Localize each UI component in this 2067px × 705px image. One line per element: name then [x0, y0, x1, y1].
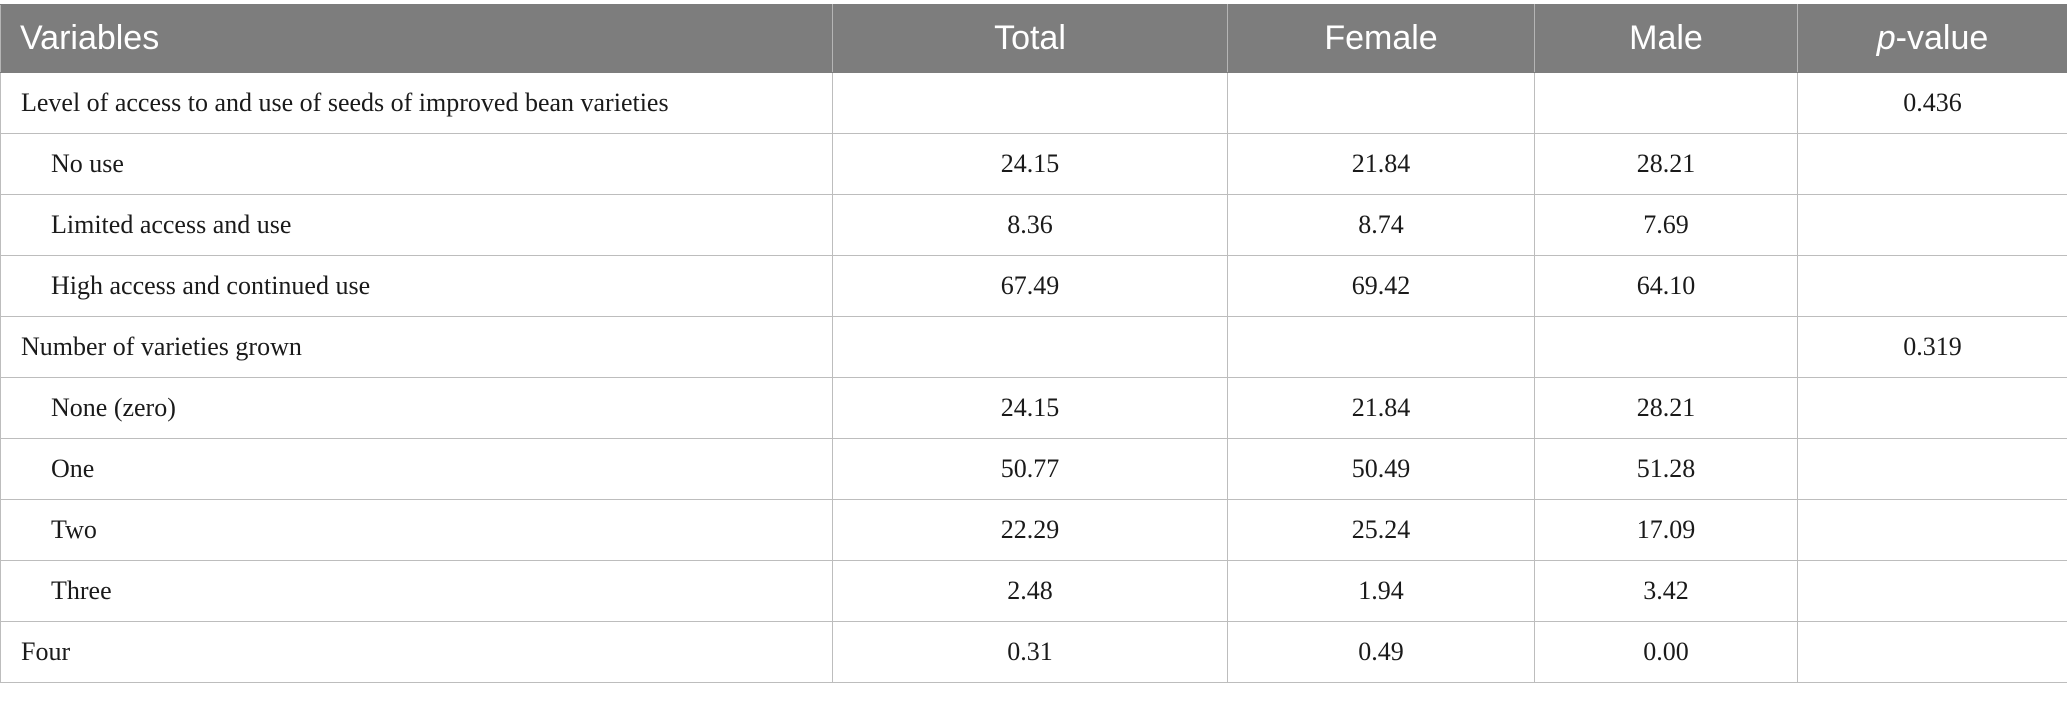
header-total: Total [832, 4, 1228, 73]
data-table-container: Variables Total Female Male p-value Leve… [0, 4, 2067, 683]
cell-p-value [1797, 194, 2067, 256]
header-male: Male [1534, 4, 1798, 73]
row-label: Four [0, 621, 833, 683]
cell-p-value: 0.319 [1797, 316, 2067, 378]
cell-male [1534, 316, 1798, 378]
row-label: Limited access and use [0, 194, 833, 256]
table-row: Level of access to and use of seeds of i… [0, 72, 2067, 134]
row-label: Level of access to and use of seeds of i… [0, 72, 833, 134]
cell-male: 7.69 [1534, 194, 1798, 256]
cell-total: 22.29 [832, 499, 1228, 561]
table-row: Limited access and use 8.36 8.74 7.69 [0, 194, 2067, 256]
cell-female [1227, 72, 1535, 134]
cell-p-value [1797, 377, 2067, 439]
cell-total: 8.36 [832, 194, 1228, 256]
row-label: Two [0, 499, 833, 561]
header-p-value: p-value [1797, 4, 2067, 73]
row-label: Number of varieties grown [0, 316, 833, 378]
table-row: None (zero) 24.15 21.84 28.21 [0, 377, 2067, 439]
table-header: Variables Total Female Male p-value [0, 4, 2067, 73]
cell-p-value [1797, 621, 2067, 683]
cell-female: 21.84 [1227, 133, 1535, 195]
cell-female [1227, 316, 1535, 378]
table-row: One 50.77 50.49 51.28 [0, 438, 2067, 500]
row-label: Three [0, 560, 833, 622]
cell-total: 0.31 [832, 621, 1228, 683]
cell-female: 0.49 [1227, 621, 1535, 683]
cell-female: 69.42 [1227, 255, 1535, 317]
header-p-suffix: -value [1895, 19, 1989, 57]
cell-total: 50.77 [832, 438, 1228, 500]
header-variables: Variables [0, 4, 833, 73]
cell-male: 51.28 [1534, 438, 1798, 500]
data-table: Variables Total Female Male p-value Leve… [0, 4, 2067, 683]
cell-female: 50.49 [1227, 438, 1535, 500]
row-label: One [0, 438, 833, 500]
cell-male [1534, 72, 1798, 134]
cell-p-value [1797, 133, 2067, 195]
cell-female: 8.74 [1227, 194, 1535, 256]
cell-female: 25.24 [1227, 499, 1535, 561]
header-p-italic: p [1876, 19, 1896, 57]
cell-total [832, 72, 1228, 134]
table-body: Level of access to and use of seeds of i… [0, 72, 2067, 683]
cell-total: 24.15 [832, 133, 1228, 195]
table-row: Three 2.48 1.94 3.42 [0, 560, 2067, 622]
cell-total: 24.15 [832, 377, 1228, 439]
cell-male: 0.00 [1534, 621, 1798, 683]
row-label: No use [0, 133, 833, 195]
cell-male: 28.21 [1534, 377, 1798, 439]
table-row: High access and continued use 67.49 69.4… [0, 255, 2067, 317]
cell-male: 17.09 [1534, 499, 1798, 561]
table-row: Number of varieties grown 0.319 [0, 316, 2067, 378]
cell-male: 28.21 [1534, 133, 1798, 195]
header-row: Variables Total Female Male p-value [0, 4, 2067, 73]
cell-female: 21.84 [1227, 377, 1535, 439]
header-female: Female [1227, 4, 1535, 73]
cell-total: 2.48 [832, 560, 1228, 622]
cell-male: 64.10 [1534, 255, 1798, 317]
cell-p-value [1797, 560, 2067, 622]
table-row: Four 0.31 0.49 0.00 [0, 621, 2067, 683]
cell-p-value [1797, 255, 2067, 317]
cell-p-value: 0.436 [1797, 72, 2067, 134]
cell-female: 1.94 [1227, 560, 1535, 622]
row-label: None (zero) [0, 377, 833, 439]
row-label: High access and continued use [0, 255, 833, 317]
cell-p-value [1797, 438, 2067, 500]
cell-total: 67.49 [832, 255, 1228, 317]
cell-p-value [1797, 499, 2067, 561]
table-row: Two 22.29 25.24 17.09 [0, 499, 2067, 561]
cell-male: 3.42 [1534, 560, 1798, 622]
table-row: No use 24.15 21.84 28.21 [0, 133, 2067, 195]
cell-total [832, 316, 1228, 378]
